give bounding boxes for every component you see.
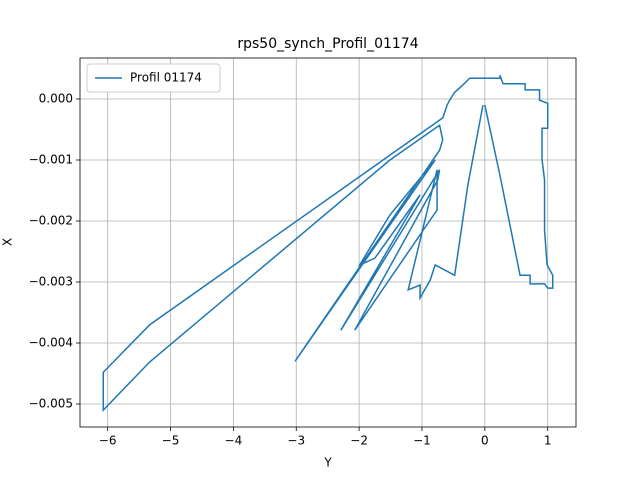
x-tick-label: −6 xyxy=(99,434,117,448)
y-tick-label: 0.000 xyxy=(39,91,73,105)
x-tick-label: −5 xyxy=(162,434,180,448)
y-tick-label: −0.002 xyxy=(29,213,73,227)
legend-label: Profil 01174 xyxy=(130,71,202,85)
chart-title: rps50_synch_Profil_01174 xyxy=(237,36,418,52)
y-tick-label: −0.001 xyxy=(29,152,73,166)
y-axis-label: X xyxy=(1,238,15,246)
x-tick-label: 1 xyxy=(544,434,552,448)
plot-frame xyxy=(79,57,577,428)
x-tick-label: 0 xyxy=(481,434,489,448)
x-tick-label: −2 xyxy=(350,434,368,448)
legend-box xyxy=(86,63,221,93)
data-line xyxy=(102,74,554,412)
x-tick-label: −1 xyxy=(413,434,431,448)
y-tick-label: −0.005 xyxy=(29,397,73,411)
x-axis-label: Y xyxy=(323,456,332,470)
x-tick-label: −4 xyxy=(225,434,243,448)
y-tick-label: −0.004 xyxy=(29,336,73,350)
x-tick-label: −3 xyxy=(287,434,305,448)
y-tick-label: −0.003 xyxy=(29,274,73,288)
